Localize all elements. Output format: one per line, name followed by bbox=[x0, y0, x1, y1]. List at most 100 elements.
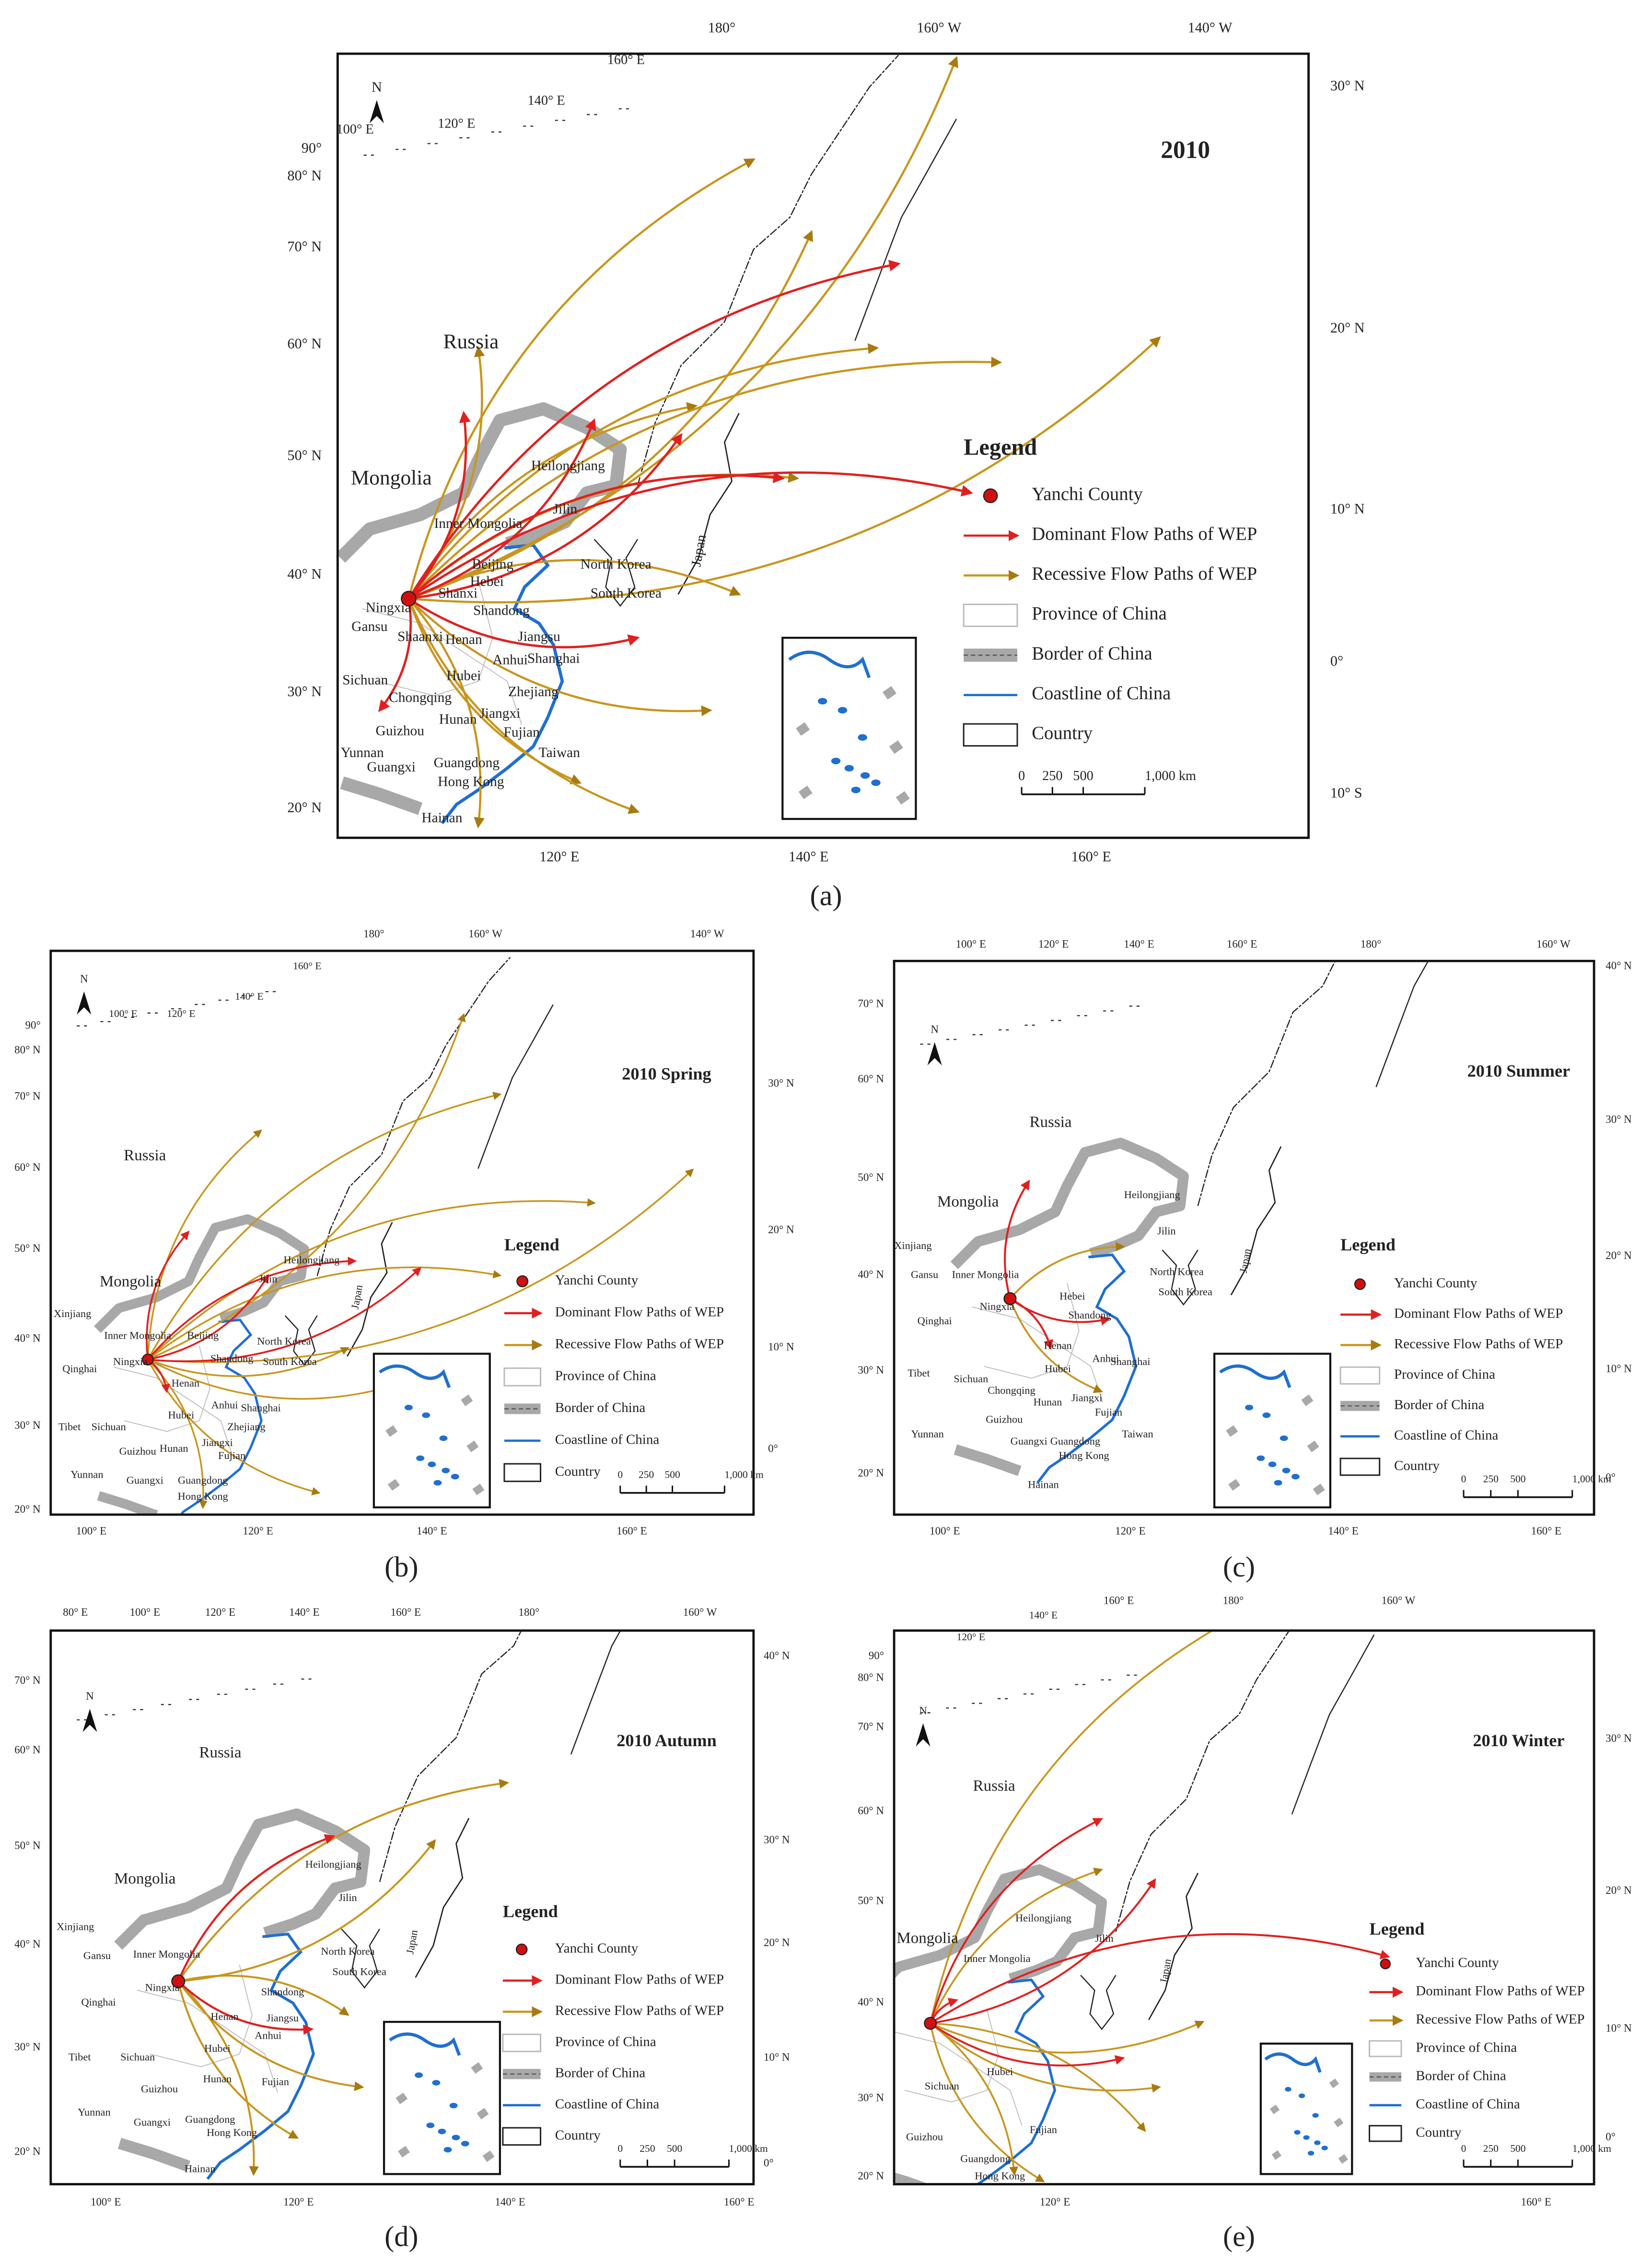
inset-island bbox=[452, 2135, 460, 2140]
country-outline bbox=[593, 538, 639, 607]
place-name: Jilin bbox=[338, 1891, 357, 1903]
china-border bbox=[117, 2137, 190, 2172]
legend-label: Dominant Flow Paths of WEP bbox=[1394, 1306, 1563, 1321]
legend-label: Province of China bbox=[1032, 604, 1167, 624]
legend-label: Dominant Flow Paths of WEP bbox=[555, 1972, 724, 1987]
lat-label: 90° bbox=[869, 1650, 884, 1662]
country-outline bbox=[1162, 1249, 1198, 1306]
legend-label: Recessive Flow Paths of WEP bbox=[1416, 2012, 1584, 2027]
lat-label: 50° N bbox=[14, 1242, 41, 1254]
lat-label: 10° N bbox=[764, 2051, 790, 2063]
place-name: Tibet bbox=[907, 1367, 930, 1379]
province-outline bbox=[984, 1283, 1080, 1379]
inset-island bbox=[1314, 2140, 1321, 2146]
lat-label: 30° N bbox=[14, 1419, 41, 1431]
country-outline bbox=[677, 413, 740, 595]
north-label: N bbox=[919, 1704, 927, 1716]
map-frame bbox=[336, 52, 1310, 839]
place-name: Ningxia bbox=[980, 1300, 1014, 1312]
place-name: Russia bbox=[1030, 1113, 1072, 1131]
inset-island bbox=[442, 1468, 450, 1473]
yanchi-county bbox=[401, 591, 417, 607]
legend-symbol bbox=[1354, 1278, 1366, 1290]
lat-label: 50° N bbox=[287, 447, 322, 463]
province-outline bbox=[362, 608, 523, 725]
country-outline bbox=[341, 1928, 381, 1989]
legend-label: Recessive Flow Paths of WEP bbox=[1394, 1336, 1563, 1352]
flow-path bbox=[407, 598, 640, 814]
place-name: Hubei bbox=[168, 1409, 195, 1421]
lon-label: 140° E bbox=[289, 1606, 319, 1618]
inset-border bbox=[482, 2150, 495, 2162]
country-outline bbox=[637, 55, 899, 486]
china-coastline bbox=[975, 1978, 1057, 2184]
lat-label: 20° N bbox=[14, 1503, 41, 1515]
map-frame bbox=[893, 1629, 1595, 2185]
flow-path bbox=[408, 336, 1161, 604]
lon-label: 140° E bbox=[1328, 1525, 1358, 1537]
lat-label: 70° N bbox=[14, 1674, 41, 1686]
legend-symbol bbox=[516, 1275, 529, 1287]
scale-label: 0 bbox=[1018, 769, 1025, 783]
place-name: Yunnan bbox=[911, 1428, 943, 1440]
place-name: North Korea bbox=[321, 1945, 375, 1957]
place-name: Zhejiang bbox=[227, 1421, 266, 1433]
province-outline bbox=[376, 580, 493, 697]
place-name: Shanghai bbox=[241, 1401, 280, 1413]
lat-label: 50° N bbox=[858, 1171, 884, 1183]
inset-island bbox=[404, 1404, 413, 1411]
north-label: N bbox=[86, 1690, 94, 1702]
lat-label: 50° N bbox=[14, 1840, 41, 1852]
place-name: Inner Mongolia bbox=[964, 1952, 1031, 1964]
inset-island bbox=[1312, 2113, 1319, 2118]
place-name: Ningxia bbox=[145, 1982, 180, 1994]
place-name: Beijing bbox=[187, 1329, 219, 1341]
flow-path bbox=[407, 597, 712, 716]
place-name: North Korea bbox=[257, 1335, 311, 1347]
place-name: Guangdong bbox=[434, 755, 500, 770]
place-name: Ningxia bbox=[366, 600, 411, 616]
scale-label: 1,000 km bbox=[1572, 2143, 1612, 2154]
inset-island bbox=[451, 1474, 459, 1480]
flow-path bbox=[177, 1779, 510, 1982]
lat-label: 30° N bbox=[14, 2041, 41, 2053]
lat-label: 10° N bbox=[1330, 501, 1365, 517]
lat-label: 10° N bbox=[1605, 2022, 1632, 2034]
lat-label: 60° N bbox=[14, 1161, 41, 1173]
scale-label: 1,000 km bbox=[1145, 769, 1196, 783]
inset-island bbox=[831, 758, 841, 764]
inset-island bbox=[858, 734, 867, 741]
place-name: Jiangxi bbox=[202, 1436, 233, 1448]
map-panel: Russia Mongolia Xinjiang Heilongjiang Jilin I… bbox=[14, 1606, 790, 2252]
legend-label: Country bbox=[555, 1464, 601, 1479]
lat-label: 60° N bbox=[14, 1744, 41, 1756]
place-name: Sichuan bbox=[954, 1373, 988, 1385]
inset-coast bbox=[389, 2032, 461, 2056]
lon-label: 160° E bbox=[1521, 2196, 1551, 2208]
china-coastline bbox=[441, 543, 564, 825]
lon-label: 160° W bbox=[1536, 938, 1571, 950]
lat-label: 30° N bbox=[1605, 1732, 1632, 1744]
place-name: South Korea bbox=[591, 585, 662, 601]
place-name: Sichuan bbox=[925, 2080, 959, 2092]
place-name: Guangdong bbox=[1050, 1435, 1100, 1447]
lon-label: 120° E bbox=[438, 117, 475, 131]
inset-coast bbox=[788, 651, 871, 678]
map-panel: Russia Mongolia Xinjiang Heilongjiang Jilin I… bbox=[14, 928, 794, 1583]
scale-label: 0 bbox=[1461, 1473, 1466, 1484]
place-name: South Korea bbox=[1158, 1286, 1212, 1298]
country-outline bbox=[1230, 1146, 1282, 1295]
place-name: Fujian bbox=[1095, 1406, 1122, 1418]
province-outline bbox=[113, 1366, 232, 1453]
legend-label: Border of China bbox=[555, 2065, 646, 2080]
legend-symbol bbox=[963, 723, 1018, 747]
place-name: South Korea bbox=[332, 1965, 386, 1977]
lat-label: 20° N bbox=[14, 2145, 41, 2157]
inset-island bbox=[1280, 1435, 1288, 1441]
lon-label: 160° E bbox=[1227, 938, 1257, 950]
lon-label: 180° bbox=[1223, 1595, 1244, 1607]
country-outline bbox=[1291, 1634, 1375, 1815]
map-body bbox=[77, 1630, 621, 2180]
place-name: Henan bbox=[172, 1377, 199, 1389]
inset-border bbox=[477, 2108, 489, 2120]
